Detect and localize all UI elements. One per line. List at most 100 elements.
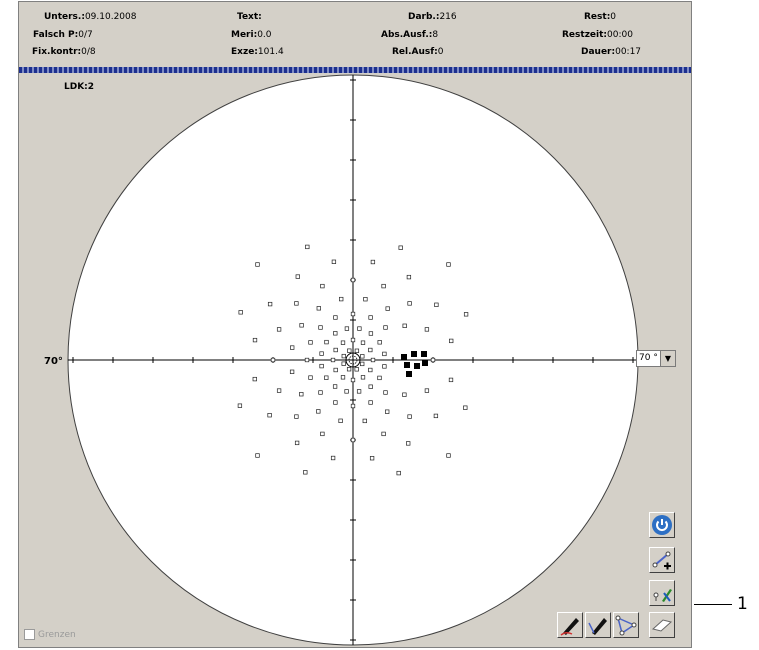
grenzen-label: Grenzen — [38, 630, 76, 640]
checkbox-box[interactable] — [24, 629, 35, 640]
test-point — [318, 325, 323, 330]
test-point — [406, 441, 411, 446]
stat-text: Text: — [237, 12, 262, 22]
test-point — [446, 453, 451, 458]
pen-polygon-icon — [615, 615, 637, 636]
test-point — [448, 377, 454, 383]
test-point — [332, 384, 338, 389]
test-point — [370, 259, 376, 265]
test-point — [270, 357, 276, 363]
test-point — [381, 431, 386, 437]
test-point — [338, 418, 343, 423]
test-point — [377, 340, 382, 345]
test-point — [299, 392, 304, 397]
test-point — [363, 297, 368, 302]
callout-label: 1 — [737, 594, 748, 614]
test-point — [398, 245, 403, 250]
test-point — [385, 306, 390, 311]
zoom-select[interactable]: 70 ° ▼ — [636, 350, 676, 367]
fixation-target-inner — [348, 355, 358, 365]
ldk-label: LDK:2 — [64, 82, 95, 92]
test-point — [267, 413, 272, 418]
test-point — [344, 326, 350, 331]
blind-spot-point — [404, 362, 410, 368]
test-point — [377, 375, 382, 381]
test-point — [339, 296, 344, 302]
pen-icon — [560, 618, 579, 636]
stat-unters: Unters.:09.10.2008 — [44, 12, 137, 22]
stat-meri: Meri:0.0 — [231, 30, 272, 40]
fixation-target — [345, 352, 361, 368]
test-point — [347, 348, 352, 353]
blind-spot-point — [401, 354, 407, 360]
blind-spot-point — [414, 363, 420, 369]
grenzen-checkbox[interactable]: Grenzen — [24, 629, 76, 640]
test-point — [319, 351, 324, 356]
test-point — [350, 437, 356, 443]
edit-point-button[interactable] — [649, 580, 675, 606]
chevron-down-icon[interactable]: ▼ — [660, 351, 675, 366]
test-point — [357, 326, 362, 331]
test-point — [383, 390, 388, 395]
test-point — [368, 384, 373, 389]
test-point — [252, 376, 257, 382]
test-point — [385, 409, 390, 414]
test-point — [330, 357, 336, 363]
test-point — [430, 357, 436, 363]
test-point — [360, 354, 365, 359]
test-point — [354, 367, 359, 372]
test-point — [289, 369, 295, 374]
pen-line-button[interactable] — [585, 612, 611, 638]
perimetry-panel: Unters.:09.10.2008 Falsch P:0/7 Fix.kont… — [18, 1, 692, 648]
test-point — [368, 367, 373, 373]
test-point — [368, 315, 373, 320]
test-point — [331, 259, 337, 264]
test-point — [360, 340, 366, 345]
test-point — [276, 327, 282, 332]
stat-fix-kontr: Fix.kontr:0/8 — [32, 47, 96, 57]
test-point — [407, 414, 412, 419]
test-point — [255, 262, 260, 267]
test-point — [304, 357, 310, 363]
stat-rest: Rest:0 — [584, 12, 617, 22]
test-point — [319, 363, 324, 369]
test-point — [369, 456, 375, 461]
stat-dauer: Dauer:00:17 — [581, 47, 642, 57]
pen-polygon-button[interactable] — [613, 612, 639, 638]
test-point — [294, 301, 299, 306]
test-point — [267, 301, 273, 307]
test-point — [255, 453, 260, 458]
test-point — [324, 339, 329, 345]
power-button[interactable] — [649, 512, 675, 538]
test-point — [350, 403, 356, 409]
test-point — [368, 400, 373, 405]
callout-line — [694, 604, 732, 605]
stat-restzeit: Restzeit:00:00 — [562, 30, 633, 40]
stat-exze: Exze:101.4 — [231, 47, 284, 57]
blind-spot-point — [411, 351, 417, 357]
edit-point-icon — [653, 589, 672, 602]
test-point — [402, 323, 407, 328]
pen-button[interactable] — [557, 612, 583, 638]
test-point — [344, 389, 349, 394]
test-point — [433, 413, 439, 419]
test-point — [424, 327, 430, 332]
test-point — [295, 274, 300, 279]
test-point — [356, 389, 362, 394]
add-point-button[interactable] — [649, 547, 675, 573]
test-point — [308, 340, 313, 345]
power-icon — [652, 515, 672, 535]
test-point — [290, 345, 295, 350]
test-point — [406, 274, 412, 280]
blind-spot-point — [406, 371, 412, 377]
test-point — [449, 338, 454, 344]
test-point — [330, 455, 336, 461]
test-point — [354, 348, 360, 353]
test-point — [294, 440, 300, 446]
test-point — [237, 403, 243, 408]
test-point — [316, 409, 321, 414]
test-point — [252, 337, 258, 343]
add-point-icon — [652, 551, 671, 570]
eraser-icon — [651, 619, 673, 632]
eraser-button[interactable] — [649, 612, 675, 638]
